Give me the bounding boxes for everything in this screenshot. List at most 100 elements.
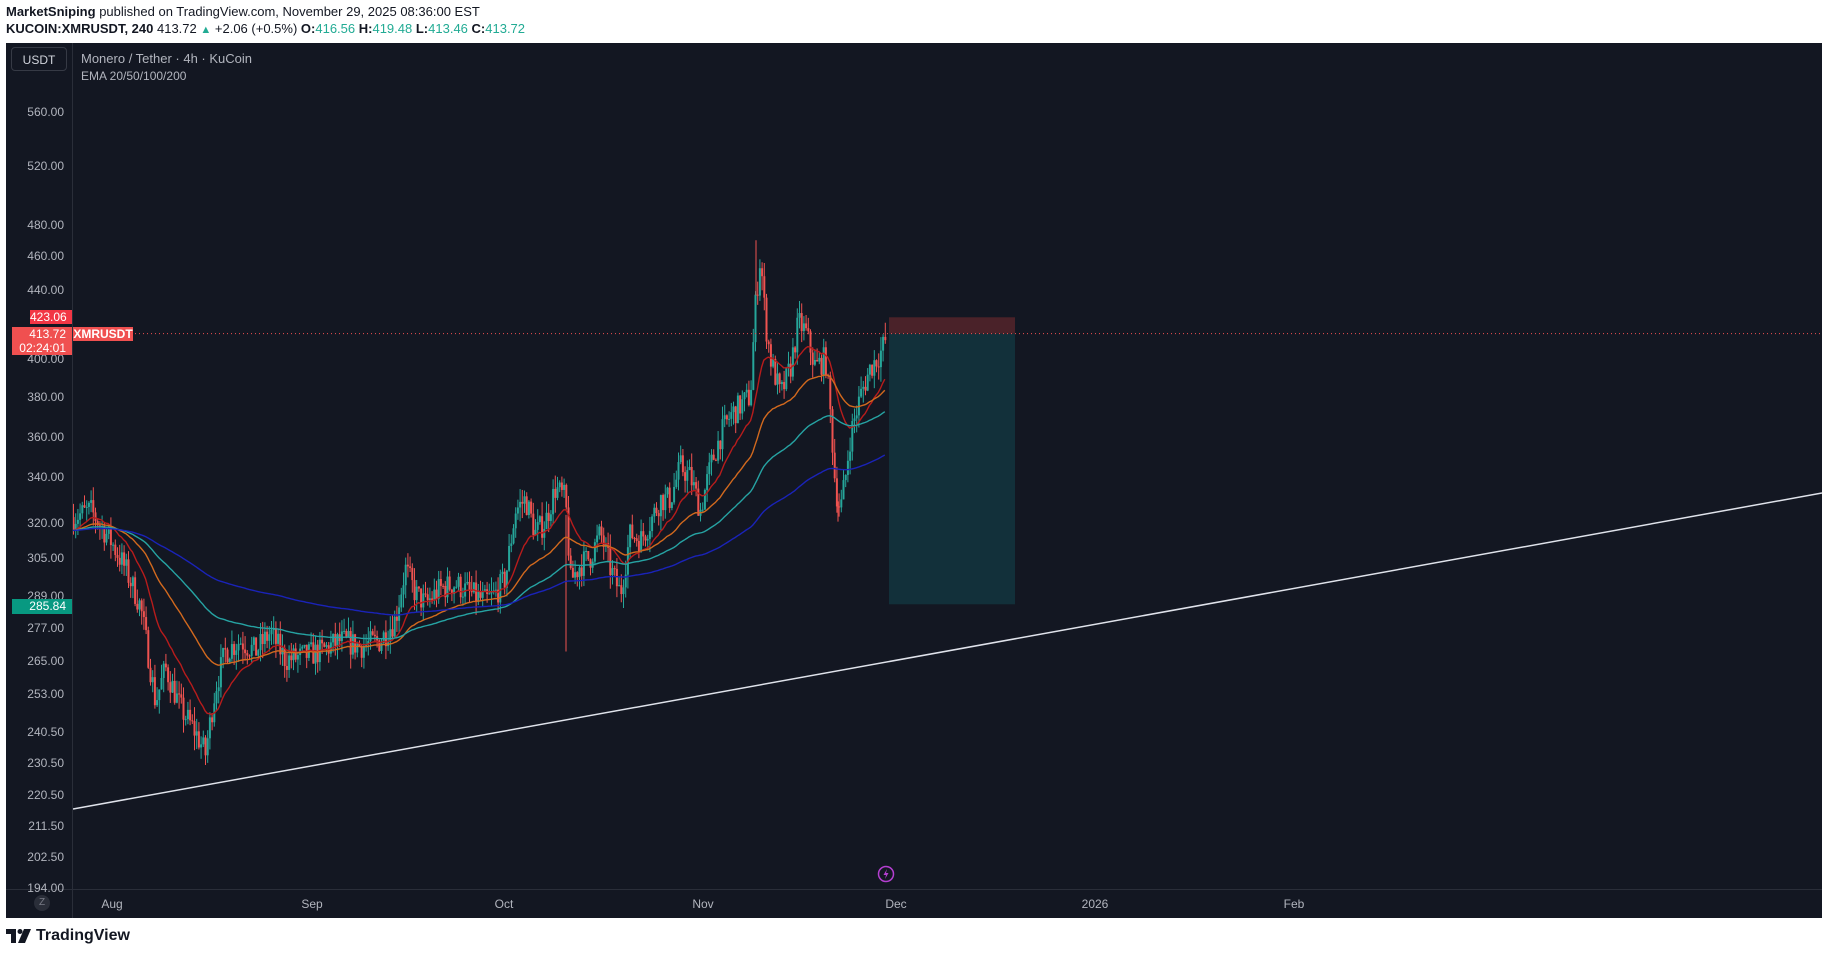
candle-body: [422, 593, 425, 608]
candle-body: [424, 593, 427, 595]
candle-body: [261, 634, 264, 645]
candle-body: [442, 585, 445, 587]
candle-body: [109, 526, 112, 546]
candle-body: [195, 731, 198, 736]
price-tick-label: 277.00: [27, 621, 64, 635]
candle-body: [543, 528, 546, 538]
candle-body: [725, 415, 728, 420]
candle-body: [842, 480, 845, 500]
candle-body: [677, 462, 680, 480]
candle-body: [860, 388, 863, 397]
logo-text: TradingView: [36, 927, 130, 944]
candle-body: [120, 552, 123, 565]
author-name[interactable]: MarketSniping: [6, 4, 96, 19]
candle-body: [450, 589, 453, 595]
candle-body: [750, 389, 753, 406]
candle-body: [679, 455, 682, 463]
candle-body: [635, 538, 638, 541]
candle-body: [844, 474, 847, 481]
candle-body: [303, 644, 306, 647]
price-tick-label: 460.00: [27, 249, 64, 263]
lightning-event-icon[interactable]: [877, 865, 895, 883]
candle-body: [587, 551, 590, 560]
candle-body: [598, 526, 601, 536]
candle-body: [662, 495, 665, 511]
candle-body: [785, 367, 788, 390]
candle-body: [752, 342, 755, 390]
candle-body: [554, 488, 557, 498]
candle-body: [475, 582, 478, 602]
candle-body: [241, 643, 244, 650]
candle-body: [129, 582, 132, 587]
candle-body: [255, 637, 258, 656]
chart-pane[interactable]: 560.00 520.00 480.00 460.00 440.00 400.00 380.…: [6, 43, 1822, 918]
trend-line[interactable]: [73, 492, 1822, 810]
candle-body: [695, 482, 698, 489]
candle-body: [688, 466, 691, 471]
candle-body: [222, 648, 225, 658]
candle-body: [851, 421, 854, 452]
candle-body: [433, 589, 436, 601]
candle-body: [369, 631, 372, 641]
candle-body: [648, 531, 651, 539]
tradingview-logo[interactable]: TradingView: [6, 926, 130, 946]
take-profit-zone[interactable]: [889, 333, 1015, 605]
candle-body: [193, 721, 196, 736]
candle-body: [294, 648, 297, 660]
candle-body: [182, 697, 185, 720]
candle-body: [879, 350, 882, 368]
candle-body: [578, 567, 581, 578]
candle-body: [758, 268, 761, 296]
candle-body: [334, 634, 337, 646]
low-label: L:: [415, 21, 429, 36]
candle-body: [862, 386, 865, 389]
candle-body: [325, 645, 328, 647]
stop-loss-zone[interactable]: [889, 317, 1015, 334]
candle-body: [521, 501, 524, 504]
candle-body: [151, 677, 154, 683]
candle-body: [820, 357, 823, 375]
candle-body: [664, 494, 667, 511]
price-axis-divider: [72, 43, 73, 918]
price-tick-label: 220.50: [27, 788, 64, 802]
price-tick-label: 480.00: [27, 218, 64, 232]
candle-body: [736, 395, 739, 424]
candle-body: [805, 323, 808, 329]
candle-body: [92, 500, 95, 513]
candle-body: [686, 470, 689, 481]
candle-body: [728, 418, 731, 420]
candle-body: [87, 502, 90, 507]
candle-body: [175, 693, 178, 703]
candle-body: [488, 593, 491, 595]
candle-body: [279, 633, 282, 655]
candle-body: [743, 392, 746, 400]
published-text: published on TradingView.com, November 2…: [99, 4, 480, 19]
candle-body: [360, 646, 363, 658]
candle-body: [479, 591, 482, 598]
candle-body: [745, 389, 748, 393]
currency-button[interactable]: USDT: [11, 47, 67, 71]
candle-body: [200, 744, 203, 748]
candle-body: [459, 576, 462, 598]
low-value: 413.46: [428, 21, 468, 36]
time-tick-label: Nov: [692, 897, 714, 911]
candle-body: [389, 629, 392, 642]
indicator-legend[interactable]: EMA 20/50/100/200: [81, 69, 187, 83]
candle-body: [162, 663, 165, 678]
time-tick-label: 2026: [1081, 897, 1109, 911]
candle-body: [776, 373, 779, 385]
candle-body: [739, 395, 742, 414]
candle-body: [131, 577, 134, 587]
candle-body: [624, 574, 627, 588]
candle-body: [285, 665, 288, 670]
candle-body: [413, 580, 416, 601]
candle-body: [248, 655, 251, 657]
candle-body: [732, 406, 735, 413]
open-label: O:: [300, 21, 316, 36]
auto-scale-button[interactable]: Z: [34, 895, 50, 911]
candle-body: [244, 649, 247, 654]
price-plot[interactable]: [73, 43, 1822, 889]
candle-body: [791, 347, 794, 377]
candle-body: [400, 594, 403, 608]
candle-body: [356, 643, 359, 653]
